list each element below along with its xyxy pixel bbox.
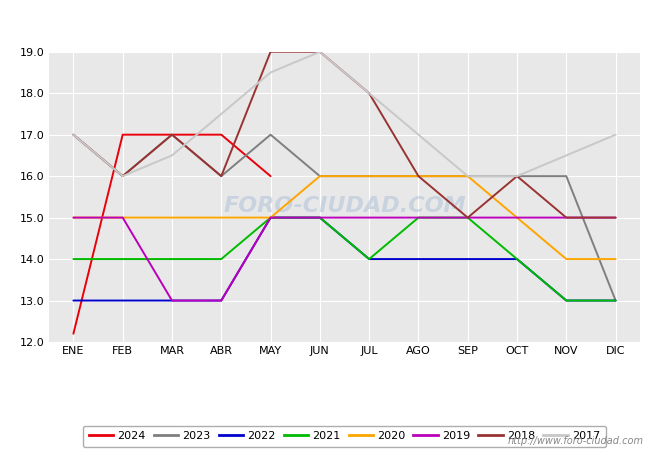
Text: FORO-CIUDAD.COM: FORO-CIUDAD.COM — [223, 196, 466, 216]
Legend: 2024, 2023, 2022, 2021, 2020, 2019, 2018, 2017: 2024, 2023, 2022, 2021, 2020, 2019, 2018… — [83, 426, 606, 447]
Text: Afiliados en Cucalón a 30/4/2024: Afiliados en Cucalón a 30/4/2024 — [182, 14, 468, 33]
Text: http://www.foro-ciudad.com: http://www.foro-ciudad.com — [508, 436, 644, 446]
